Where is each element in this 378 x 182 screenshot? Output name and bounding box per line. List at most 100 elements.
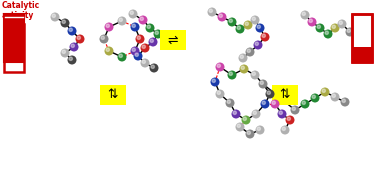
- Circle shape: [231, 110, 240, 118]
- Circle shape: [153, 29, 163, 39]
- Circle shape: [251, 15, 260, 25]
- Circle shape: [237, 124, 240, 127]
- Circle shape: [68, 27, 76, 35]
- Circle shape: [217, 64, 220, 68]
- Circle shape: [347, 29, 350, 32]
- Circle shape: [99, 35, 108, 43]
- Circle shape: [252, 72, 256, 76]
- Circle shape: [132, 24, 135, 27]
- Circle shape: [245, 48, 254, 56]
- Circle shape: [353, 35, 361, 45]
- Circle shape: [62, 50, 65, 54]
- Bar: [4, 14, 24, 62]
- Circle shape: [208, 7, 217, 17]
- Circle shape: [310, 94, 319, 102]
- Circle shape: [237, 26, 240, 29]
- Circle shape: [104, 23, 113, 31]
- Circle shape: [228, 70, 237, 80]
- Circle shape: [245, 22, 248, 25]
- Circle shape: [235, 122, 245, 132]
- Circle shape: [330, 92, 339, 102]
- Circle shape: [292, 107, 296, 110]
- Circle shape: [262, 34, 265, 37]
- Circle shape: [52, 14, 56, 17]
- Circle shape: [247, 49, 251, 52]
- Circle shape: [69, 28, 73, 31]
- Circle shape: [245, 130, 254, 139]
- Circle shape: [325, 31, 328, 34]
- Circle shape: [211, 78, 220, 86]
- Circle shape: [60, 48, 70, 58]
- Circle shape: [272, 101, 276, 104]
- Circle shape: [277, 110, 287, 118]
- Circle shape: [135, 35, 144, 43]
- Circle shape: [339, 21, 342, 24]
- Circle shape: [342, 99, 345, 102]
- Bar: [352, 14, 372, 62]
- Circle shape: [147, 25, 150, 28]
- Circle shape: [317, 25, 321, 28]
- Circle shape: [341, 98, 350, 106]
- Circle shape: [51, 13, 59, 21]
- Bar: [4, 24, 24, 72]
- Circle shape: [291, 106, 299, 114]
- Bar: [160, 30, 186, 50]
- Circle shape: [233, 111, 237, 114]
- Circle shape: [106, 24, 110, 27]
- Circle shape: [140, 17, 143, 20]
- Text: ⇅: ⇅: [280, 88, 290, 102]
- Circle shape: [146, 23, 155, 33]
- Circle shape: [239, 54, 248, 62]
- Bar: [272, 85, 298, 105]
- Circle shape: [330, 23, 339, 33]
- Circle shape: [316, 23, 324, 33]
- Circle shape: [302, 12, 305, 15]
- Circle shape: [252, 17, 256, 20]
- Circle shape: [137, 36, 141, 39]
- Circle shape: [229, 72, 232, 76]
- Circle shape: [141, 58, 150, 68]
- Circle shape: [101, 36, 104, 39]
- Circle shape: [130, 11, 133, 14]
- Circle shape: [242, 116, 251, 124]
- Circle shape: [301, 100, 310, 108]
- Circle shape: [322, 89, 325, 92]
- Circle shape: [106, 48, 110, 52]
- Circle shape: [257, 127, 260, 130]
- Circle shape: [312, 95, 316, 98]
- Circle shape: [254, 41, 262, 50]
- Circle shape: [260, 100, 270, 108]
- Circle shape: [302, 101, 305, 104]
- Circle shape: [141, 43, 150, 52]
- Circle shape: [133, 52, 143, 60]
- Circle shape: [253, 111, 256, 114]
- Circle shape: [324, 29, 333, 39]
- Circle shape: [212, 79, 215, 82]
- Circle shape: [130, 46, 139, 56]
- Circle shape: [260, 81, 263, 84]
- Circle shape: [260, 33, 270, 41]
- Text: ⇌: ⇌: [168, 33, 178, 46]
- Circle shape: [215, 62, 225, 72]
- Circle shape: [60, 19, 70, 27]
- Circle shape: [240, 64, 248, 74]
- Circle shape: [118, 17, 127, 25]
- Circle shape: [256, 23, 265, 33]
- Circle shape: [285, 116, 294, 124]
- Circle shape: [149, 37, 158, 46]
- Circle shape: [142, 60, 146, 64]
- Circle shape: [354, 37, 358, 40]
- Circle shape: [259, 80, 268, 88]
- Circle shape: [150, 39, 153, 42]
- Circle shape: [262, 101, 265, 104]
- Bar: [352, 47, 372, 62]
- Circle shape: [217, 91, 220, 94]
- Circle shape: [301, 11, 310, 19]
- Circle shape: [247, 131, 251, 134]
- Circle shape: [241, 66, 245, 70]
- Circle shape: [251, 110, 260, 118]
- Circle shape: [119, 54, 122, 58]
- Circle shape: [332, 25, 335, 28]
- Circle shape: [76, 35, 85, 43]
- Circle shape: [62, 20, 65, 23]
